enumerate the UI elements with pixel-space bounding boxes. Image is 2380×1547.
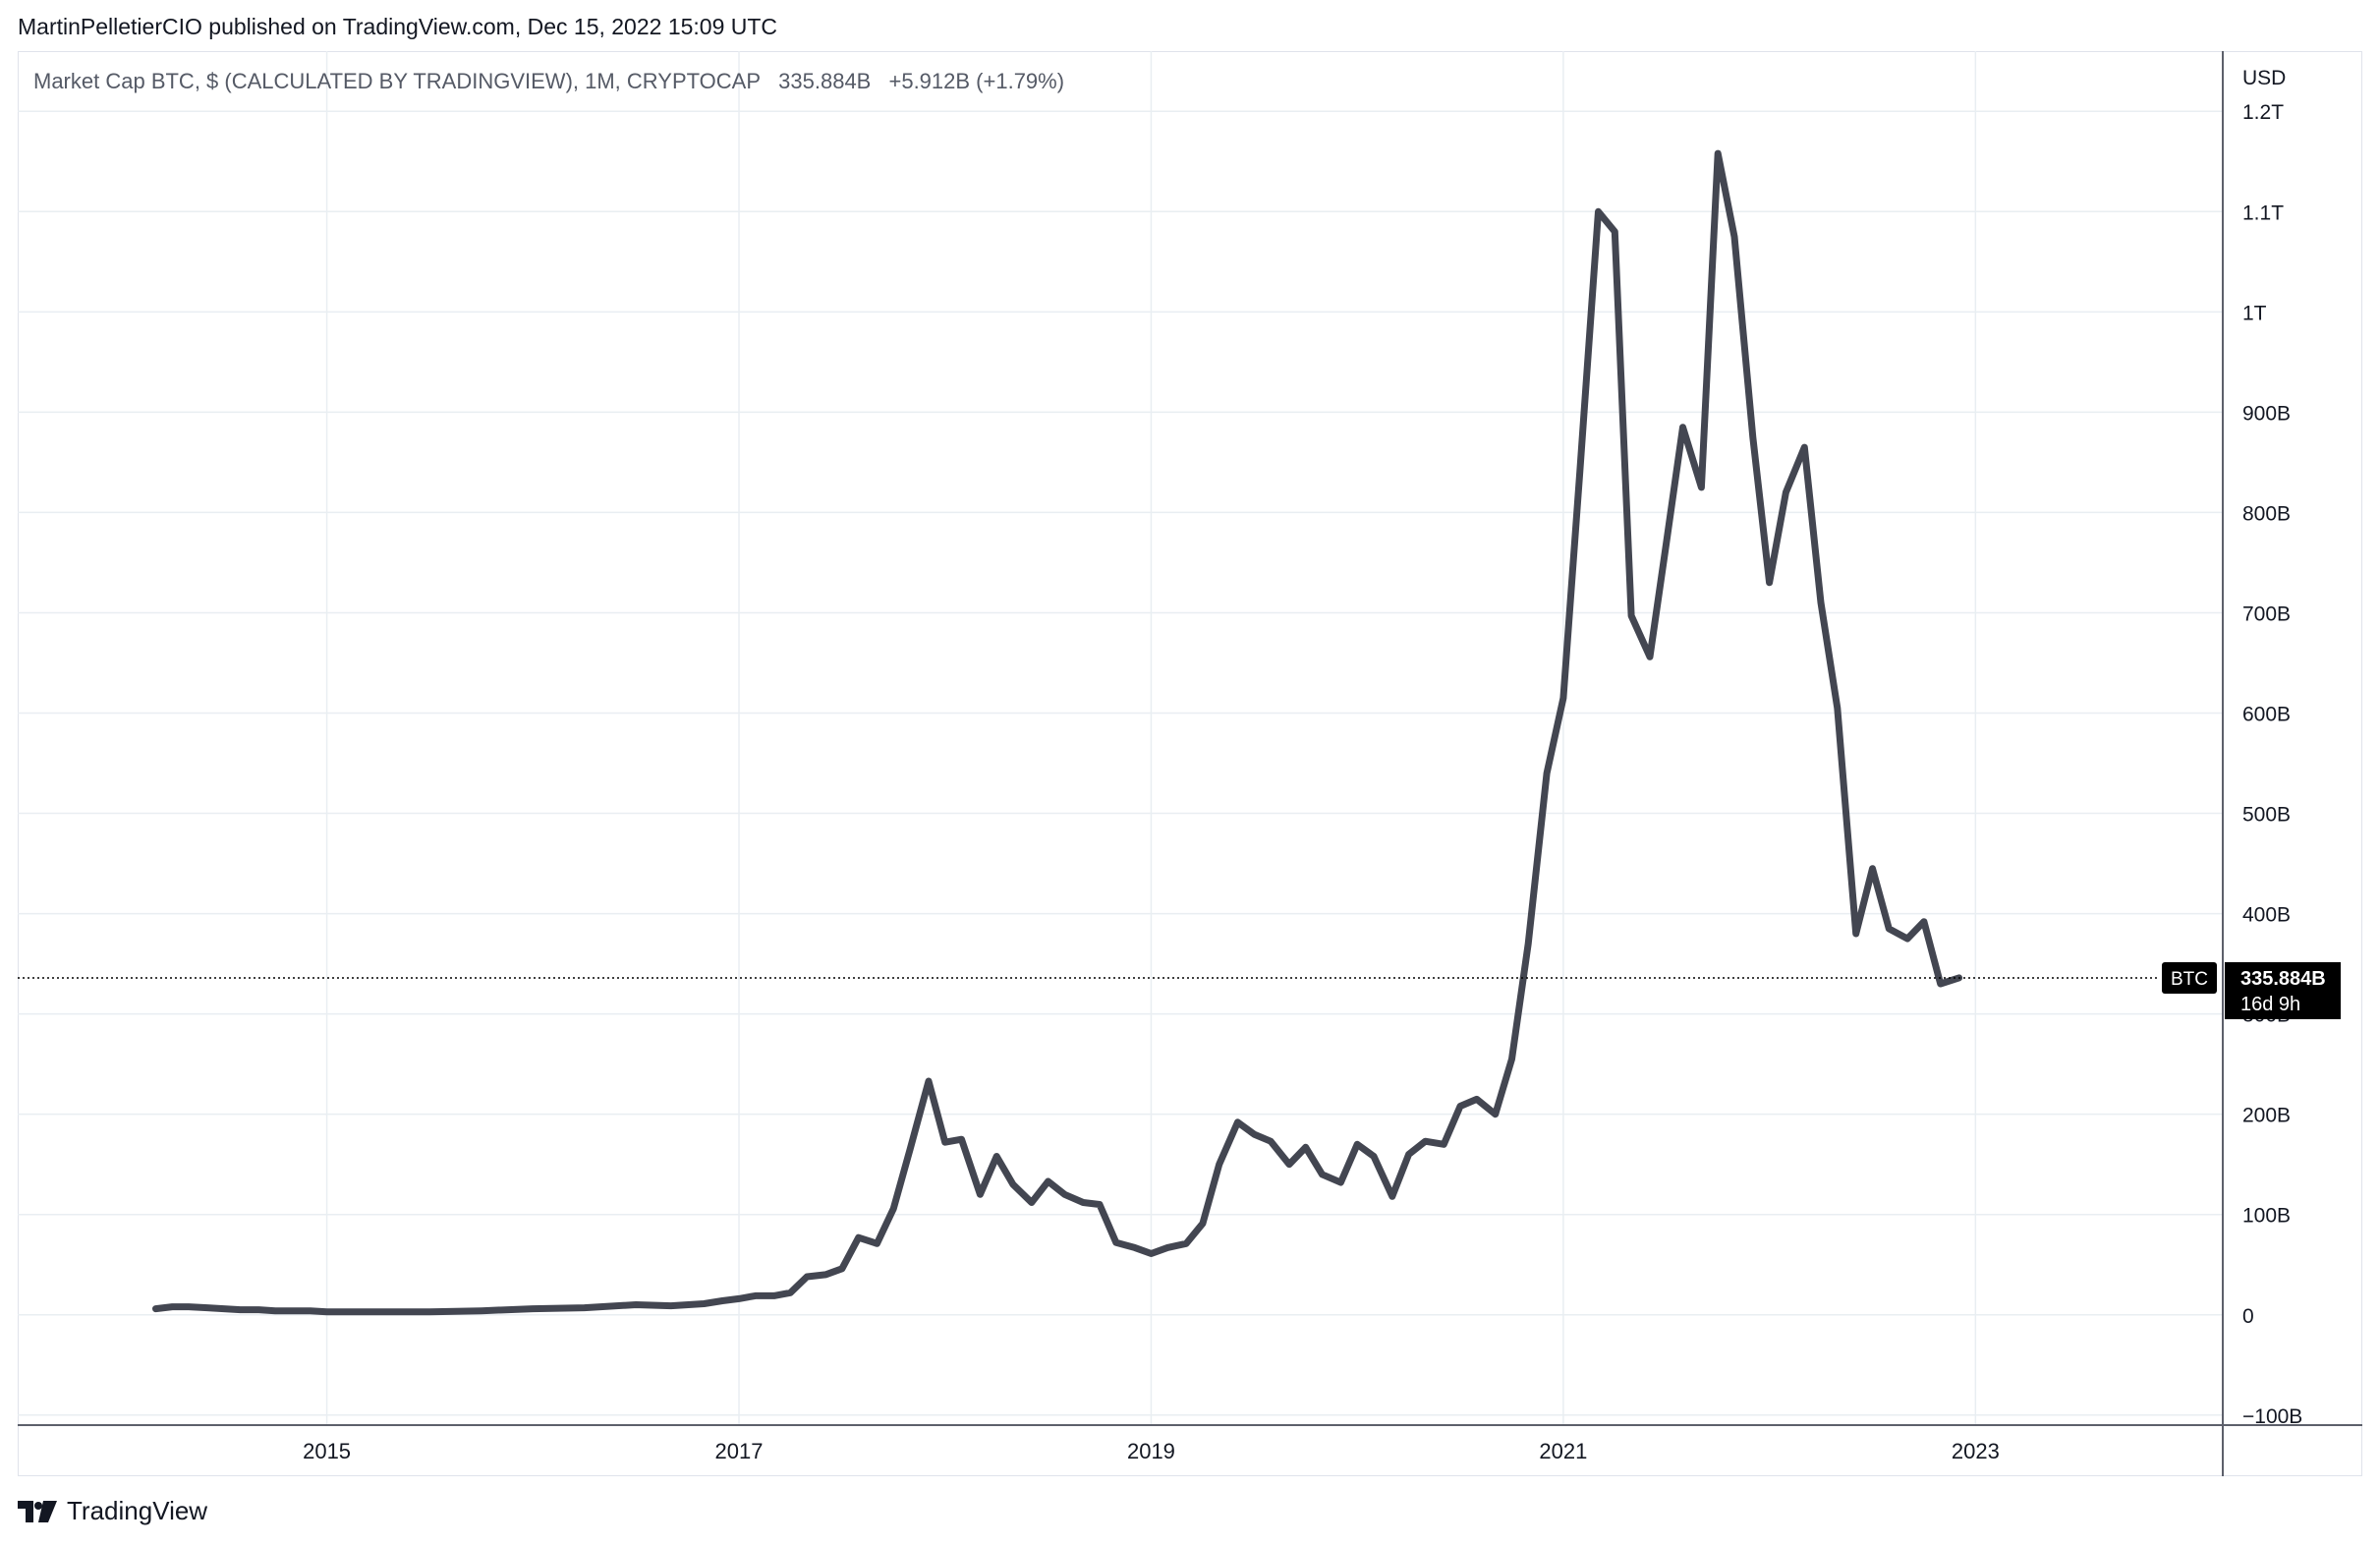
x-tick-label: 2017 — [715, 1439, 764, 1463]
y-tick-label: 200B — [2242, 1105, 2291, 1127]
chart-frame — [18, 51, 2362, 1476]
btc-symbol-badge — [2162, 962, 2217, 995]
legend-change: +5.912B (+1.79%) — [888, 69, 1065, 93]
y-tick-label: 900B — [2242, 402, 2291, 425]
x-tick-label: 2023 — [1952, 1439, 2000, 1463]
legend-symbol-desc: Market Cap BTC, $ (CALCULATED BY TRADING… — [33, 69, 762, 93]
y-tick-label: 600B — [2242, 703, 2291, 725]
footer: TradingView — [18, 1496, 207, 1526]
publisher-line: MartinPelletierCIO published on TradingV… — [18, 14, 778, 39]
y-tick-label: −100B — [2242, 1405, 2302, 1428]
y-tick-label: 0 — [2242, 1305, 2254, 1328]
btc-series-line[interactable] — [152, 149, 1963, 1316]
y-tick-label: 700B — [2242, 602, 2291, 625]
last-price-value: 335.884B — [2240, 968, 2326, 990]
y-tick-label: 800B — [2242, 502, 2291, 525]
price-axis-currency: USD — [2242, 67, 2286, 89]
x-tick-label: 2015 — [303, 1439, 351, 1463]
x-tick-label: 2021 — [1539, 1439, 1587, 1463]
tradingview-logo-icon — [18, 1500, 57, 1522]
btc-symbol-label: BTC — [2171, 969, 2208, 990]
footer-brand: TradingView — [67, 1496, 208, 1525]
y-tick-label: 500B — [2242, 804, 2291, 827]
y-tick-label: 1.2T — [2242, 101, 2284, 124]
y-tick-label: 100B — [2242, 1205, 2291, 1228]
y-tick-label: 1T — [2242, 302, 2267, 324]
legend-price: 335.884B — [778, 69, 872, 93]
x-tick-label: 2019 — [1127, 1439, 1175, 1463]
chart-legend: Market Cap BTC, $ (CALCULATED BY TRADING… — [33, 69, 1076, 94]
last-price-badge — [2225, 962, 2341, 1020]
y-tick-label: 1.1T — [2242, 201, 2284, 224]
y-tick-label: 400B — [2242, 904, 2291, 927]
bar-countdown: 16d 9h — [2240, 994, 2300, 1015]
